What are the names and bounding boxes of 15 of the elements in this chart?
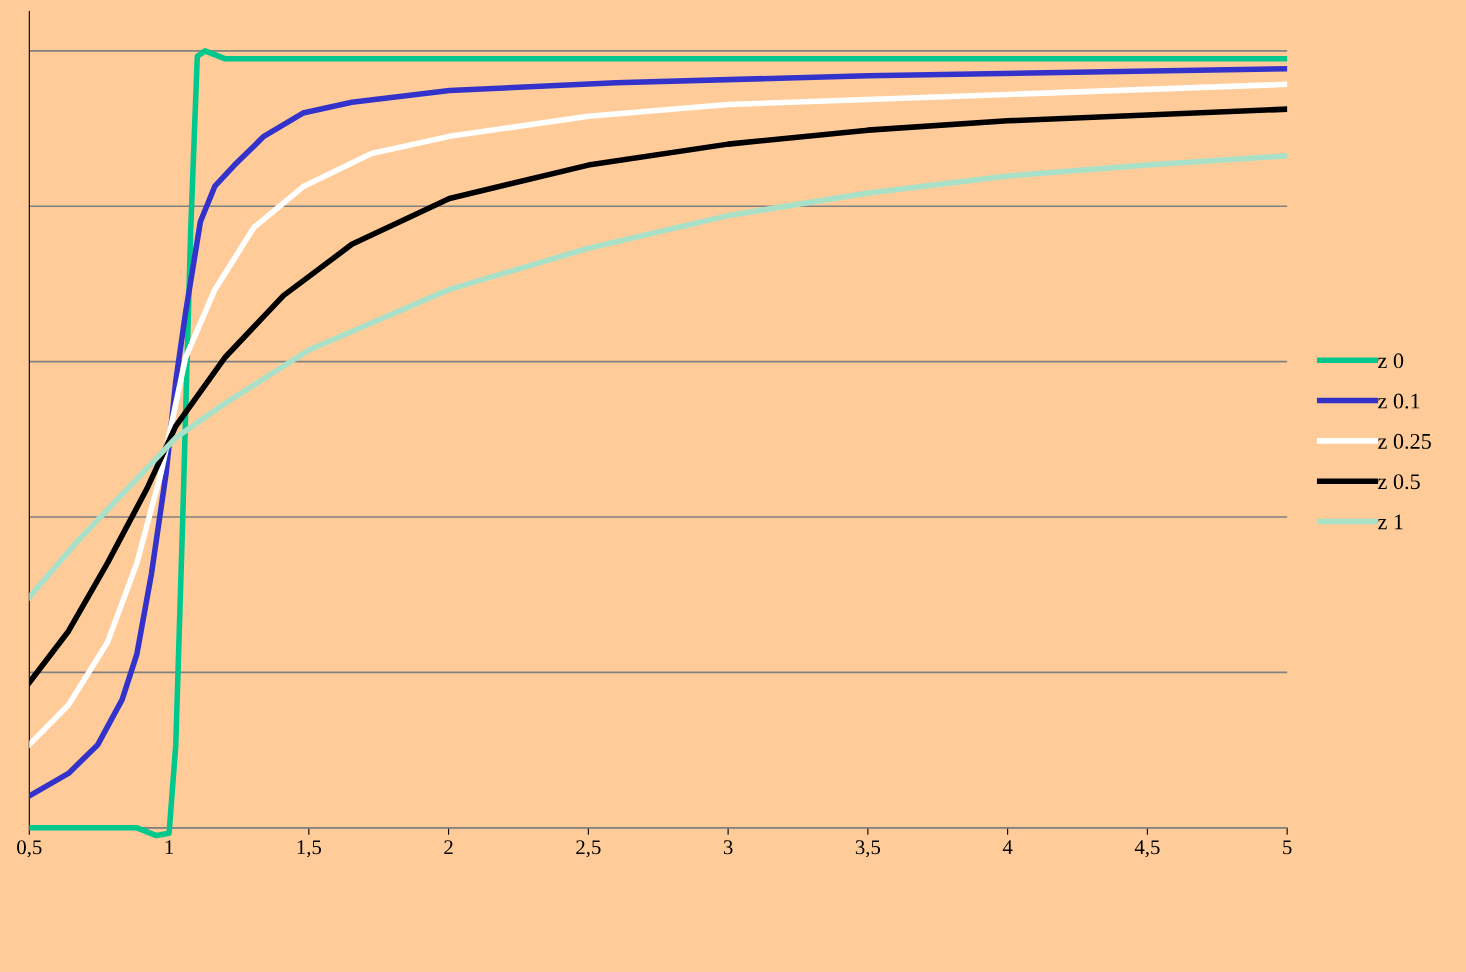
x-tick-label: 4,5 [1134,840,1160,858]
x-tick-label: 5 [1283,840,1292,855]
x-tick-label: 3 [723,840,733,855]
legend-label: z 0.25 [1378,433,1431,449]
legend-label: z 1 [1378,514,1403,530]
x-tick-label: 0,5 [17,840,42,858]
x-tick-label: 2,5 [576,840,601,858]
x-tick-label: 2 [444,840,453,855]
legend-label: z 0.5 [1378,474,1420,490]
legend-label: z 0 [1378,353,1404,369]
x-tick-label: 1 [165,840,174,855]
x-tick-label: 4 [1002,840,1013,855]
x-tick-label: 3,5 [855,840,881,858]
x-tick-label: 1,5 [297,840,322,858]
legend-label: z 0.1 [1378,393,1420,409]
